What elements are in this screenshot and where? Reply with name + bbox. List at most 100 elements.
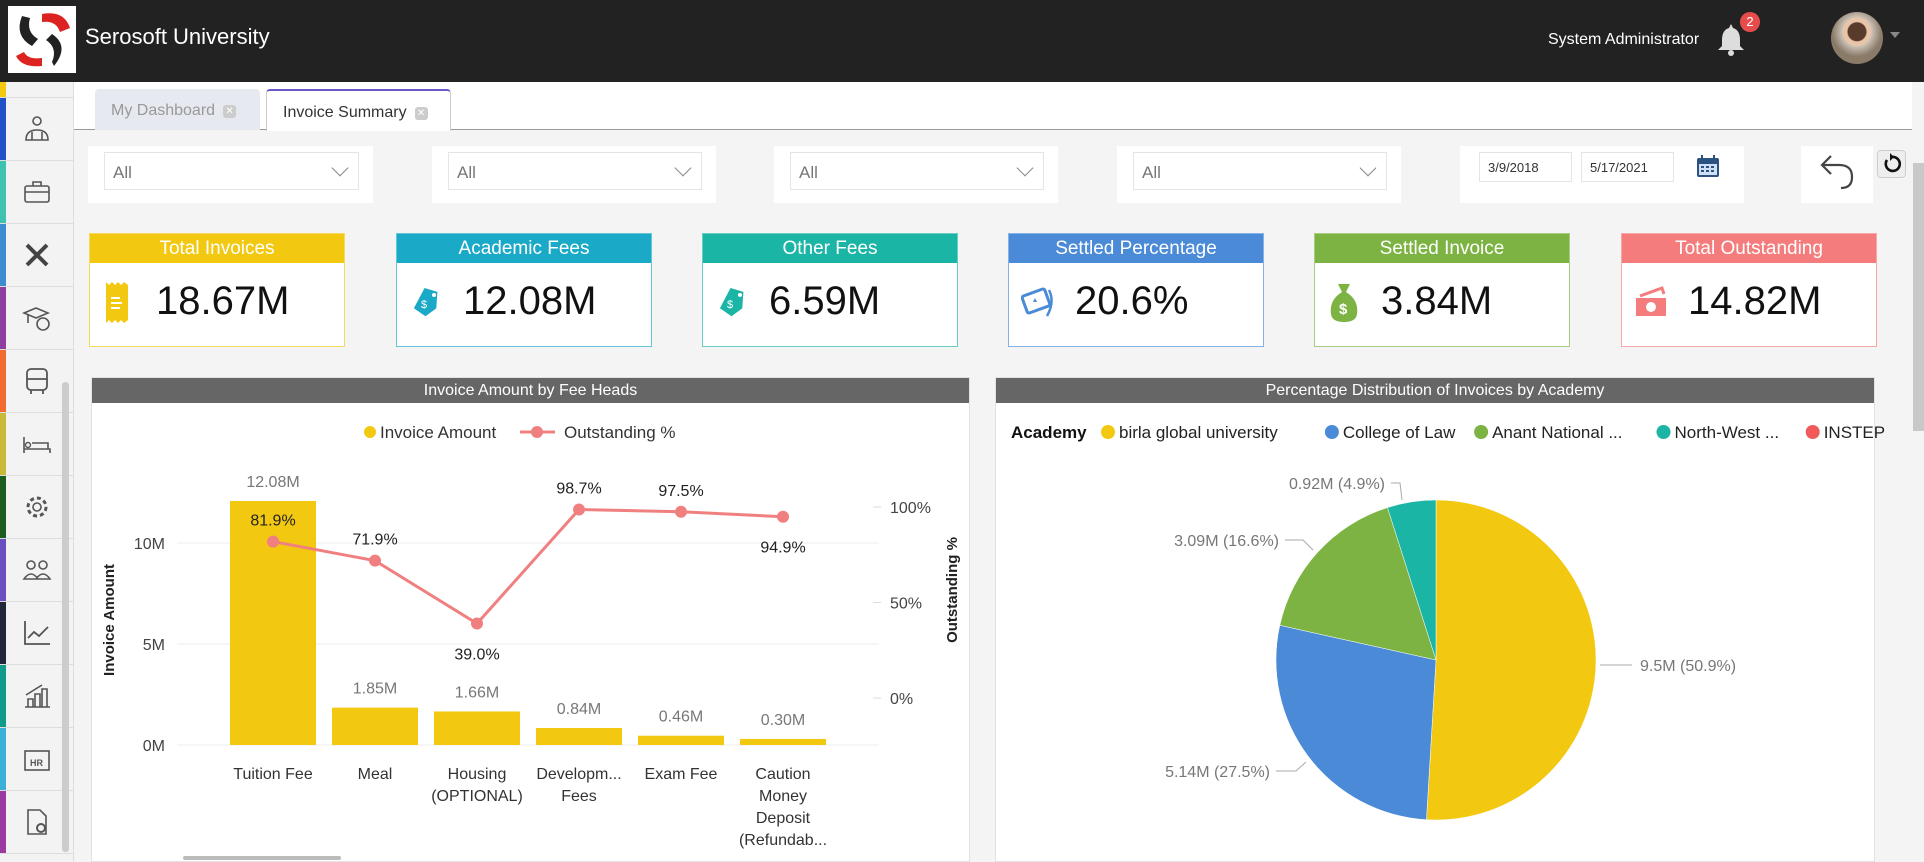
legend-label: INSTEP: [1824, 423, 1885, 442]
line-data-label: 39.0%: [454, 647, 499, 664]
cash-icon: [1636, 286, 1666, 316]
pie-slice-3: [1387, 499, 1437, 661]
close-icon[interactable]: ✕: [223, 105, 237, 118]
y2-tick-label: 50%: [890, 596, 922, 613]
filter-dropdown-1[interactable]: All: [104, 152, 359, 190]
tab-my-dashboard[interactable]: My Dashboard ✕: [95, 89, 260, 130]
pie-slice-2: [1279, 507, 1437, 661]
legend-marker: [1324, 425, 1339, 439]
hr-icon: HR: [24, 750, 50, 771]
price-tag-icon: $: [719, 288, 744, 317]
sidebar-color-strip: [0, 161, 6, 223]
date-to-input[interactable]: 5/17/2021: [1581, 152, 1674, 182]
bus-icon: [26, 368, 48, 394]
kpi-title: Total Invoices: [90, 234, 344, 263]
dropdown-value: All: [457, 163, 476, 182]
filter-dropdown-3[interactable]: All: [790, 152, 1044, 190]
line-point-0: [267, 535, 279, 548]
y2-tick-label: 100%: [890, 500, 931, 517]
tab-invoice-summary[interactable]: Invoice Summary ✕: [266, 89, 451, 131]
sidebar-color-strip: [0, 476, 6, 538]
undo-icon[interactable]: [1819, 150, 1857, 197]
refresh-button[interactable]: [1877, 150, 1906, 178]
date-from-input[interactable]: 3/9/2018: [1479, 152, 1572, 182]
sidebar-color-strip: [0, 350, 6, 412]
chevron-down-icon[interactable]: [1890, 32, 1900, 38]
line-point-1: [369, 554, 381, 567]
legend-marker: [1474, 425, 1489, 439]
legend-label: Outstanding %: [564, 423, 676, 442]
sidebar-item-dashboard[interactable]: [0, 82, 73, 98]
sidebar-scrollbar[interactable]: [62, 382, 69, 852]
sidebar-color-strip: [0, 98, 6, 160]
pie-data-label: 3.09M (16.6%): [1174, 533, 1279, 550]
people-icon: [22, 560, 52, 580]
kpi-card-settled-invoice[interactable]: Settled Invoice $3.84M: [1314, 233, 1570, 347]
pie-data-label: 0.92M (4.9%): [1289, 476, 1385, 493]
bar-5: [740, 738, 826, 745]
x-tick-label: (Refundab...: [739, 832, 827, 849]
page-scrollbar[interactable]: [1913, 163, 1924, 431]
gear-icon: [26, 496, 48, 518]
sidebar-item-trend-chart[interactable]: [0, 602, 73, 665]
sidebar-item-bar-growth[interactable]: [0, 665, 73, 728]
sidebar-item-gear[interactable]: [0, 476, 73, 539]
sidebar-item-bed[interactable]: [0, 413, 73, 476]
filter-container: All: [432, 146, 716, 203]
x-tick-label: Tuition Fee: [233, 766, 313, 783]
sidebar-item-hr[interactable]: HR: [0, 728, 73, 791]
pie-slice-1: [1275, 625, 1437, 820]
y2-axis-title: Outstanding %: [944, 537, 961, 643]
tab-label: Invoice Summary: [283, 104, 407, 121]
filter-container: All: [88, 146, 373, 203]
sidebar-item-people[interactable]: [0, 539, 73, 602]
calendar-icon[interactable]: [1696, 154, 1720, 183]
svg-text:HR: HR: [30, 758, 43, 768]
kpi-title: Academic Fees: [397, 234, 651, 263]
legend-label: Anant National ...: [1492, 423, 1622, 442]
kpi-card-settled-percentage[interactable]: Settled Percentage 20.6%: [1008, 233, 1264, 347]
sidebar-item-bus[interactable]: [0, 350, 73, 413]
line-data-label: 98.7%: [556, 480, 601, 497]
y-axis-title: Invoice Amount: [101, 564, 118, 676]
sidebar-item-document-settings[interactable]: [0, 791, 73, 854]
sidebar-item-briefcase[interactable]: [0, 161, 73, 224]
close-icon[interactable]: ✕: [414, 107, 428, 120]
kpi-card-academic-fees[interactable]: Academic Fees $12.08M: [396, 233, 652, 347]
sidebar-item-tools[interactable]: [0, 224, 73, 287]
bell-icon[interactable]: [1718, 22, 1744, 61]
chart-title: Percentage Distribution of Invoices by A…: [996, 378, 1874, 403]
sidebar-color-strip: [0, 539, 6, 601]
sidebar-item-users-org[interactable]: [0, 98, 73, 161]
line-point-5: [777, 510, 789, 523]
filter-container: All: [774, 146, 1058, 203]
svg-text:$: $: [727, 299, 733, 311]
filter-dropdown-2[interactable]: All: [448, 152, 702, 190]
notification-badge: 2: [1740, 12, 1760, 32]
line-data-label: 97.5%: [658, 483, 703, 500]
line-data-label: 94.9%: [760, 540, 805, 557]
x-tick-label: Deposit: [756, 810, 811, 827]
y2-tick-label: 0%: [890, 691, 913, 708]
bar-data-label: 1.66M: [455, 684, 499, 701]
x-tick-label: Fees: [561, 788, 597, 805]
leader-line: [1276, 761, 1307, 772]
dropdown-value: All: [113, 163, 132, 182]
briefcase-icon: [24, 181, 50, 203]
app-title: Serosoft University: [85, 24, 270, 49]
tab-label: My Dashboard: [111, 102, 216, 119]
avatar[interactable]: [1831, 12, 1883, 64]
y-tick-label: 10M: [134, 536, 165, 553]
user-name[interactable]: System Administrator: [1548, 31, 1700, 48]
bar-data-label: 1.85M: [353, 681, 397, 698]
filter-dropdown-4[interactable]: All: [1133, 152, 1387, 190]
kpi-card-other-fees[interactable]: Other Fees $6.59M: [702, 233, 958, 347]
kpi-card-total-outstanding[interactable]: Total Outstanding 14.82M: [1621, 233, 1877, 347]
tab-bar: My Dashboard ✕ Invoice Summary ✕: [74, 82, 1912, 131]
sidebar-item-scholarship[interactable]: [0, 287, 73, 350]
x-tick-label: Money: [759, 788, 807, 805]
university-logo[interactable]: [8, 6, 76, 73]
kpi-card-total-invoices[interactable]: Total Invoices 18.67M: [89, 233, 345, 347]
x-tick-label: (OPTIONAL): [431, 788, 523, 805]
y-tick-label: 5M: [143, 637, 165, 654]
